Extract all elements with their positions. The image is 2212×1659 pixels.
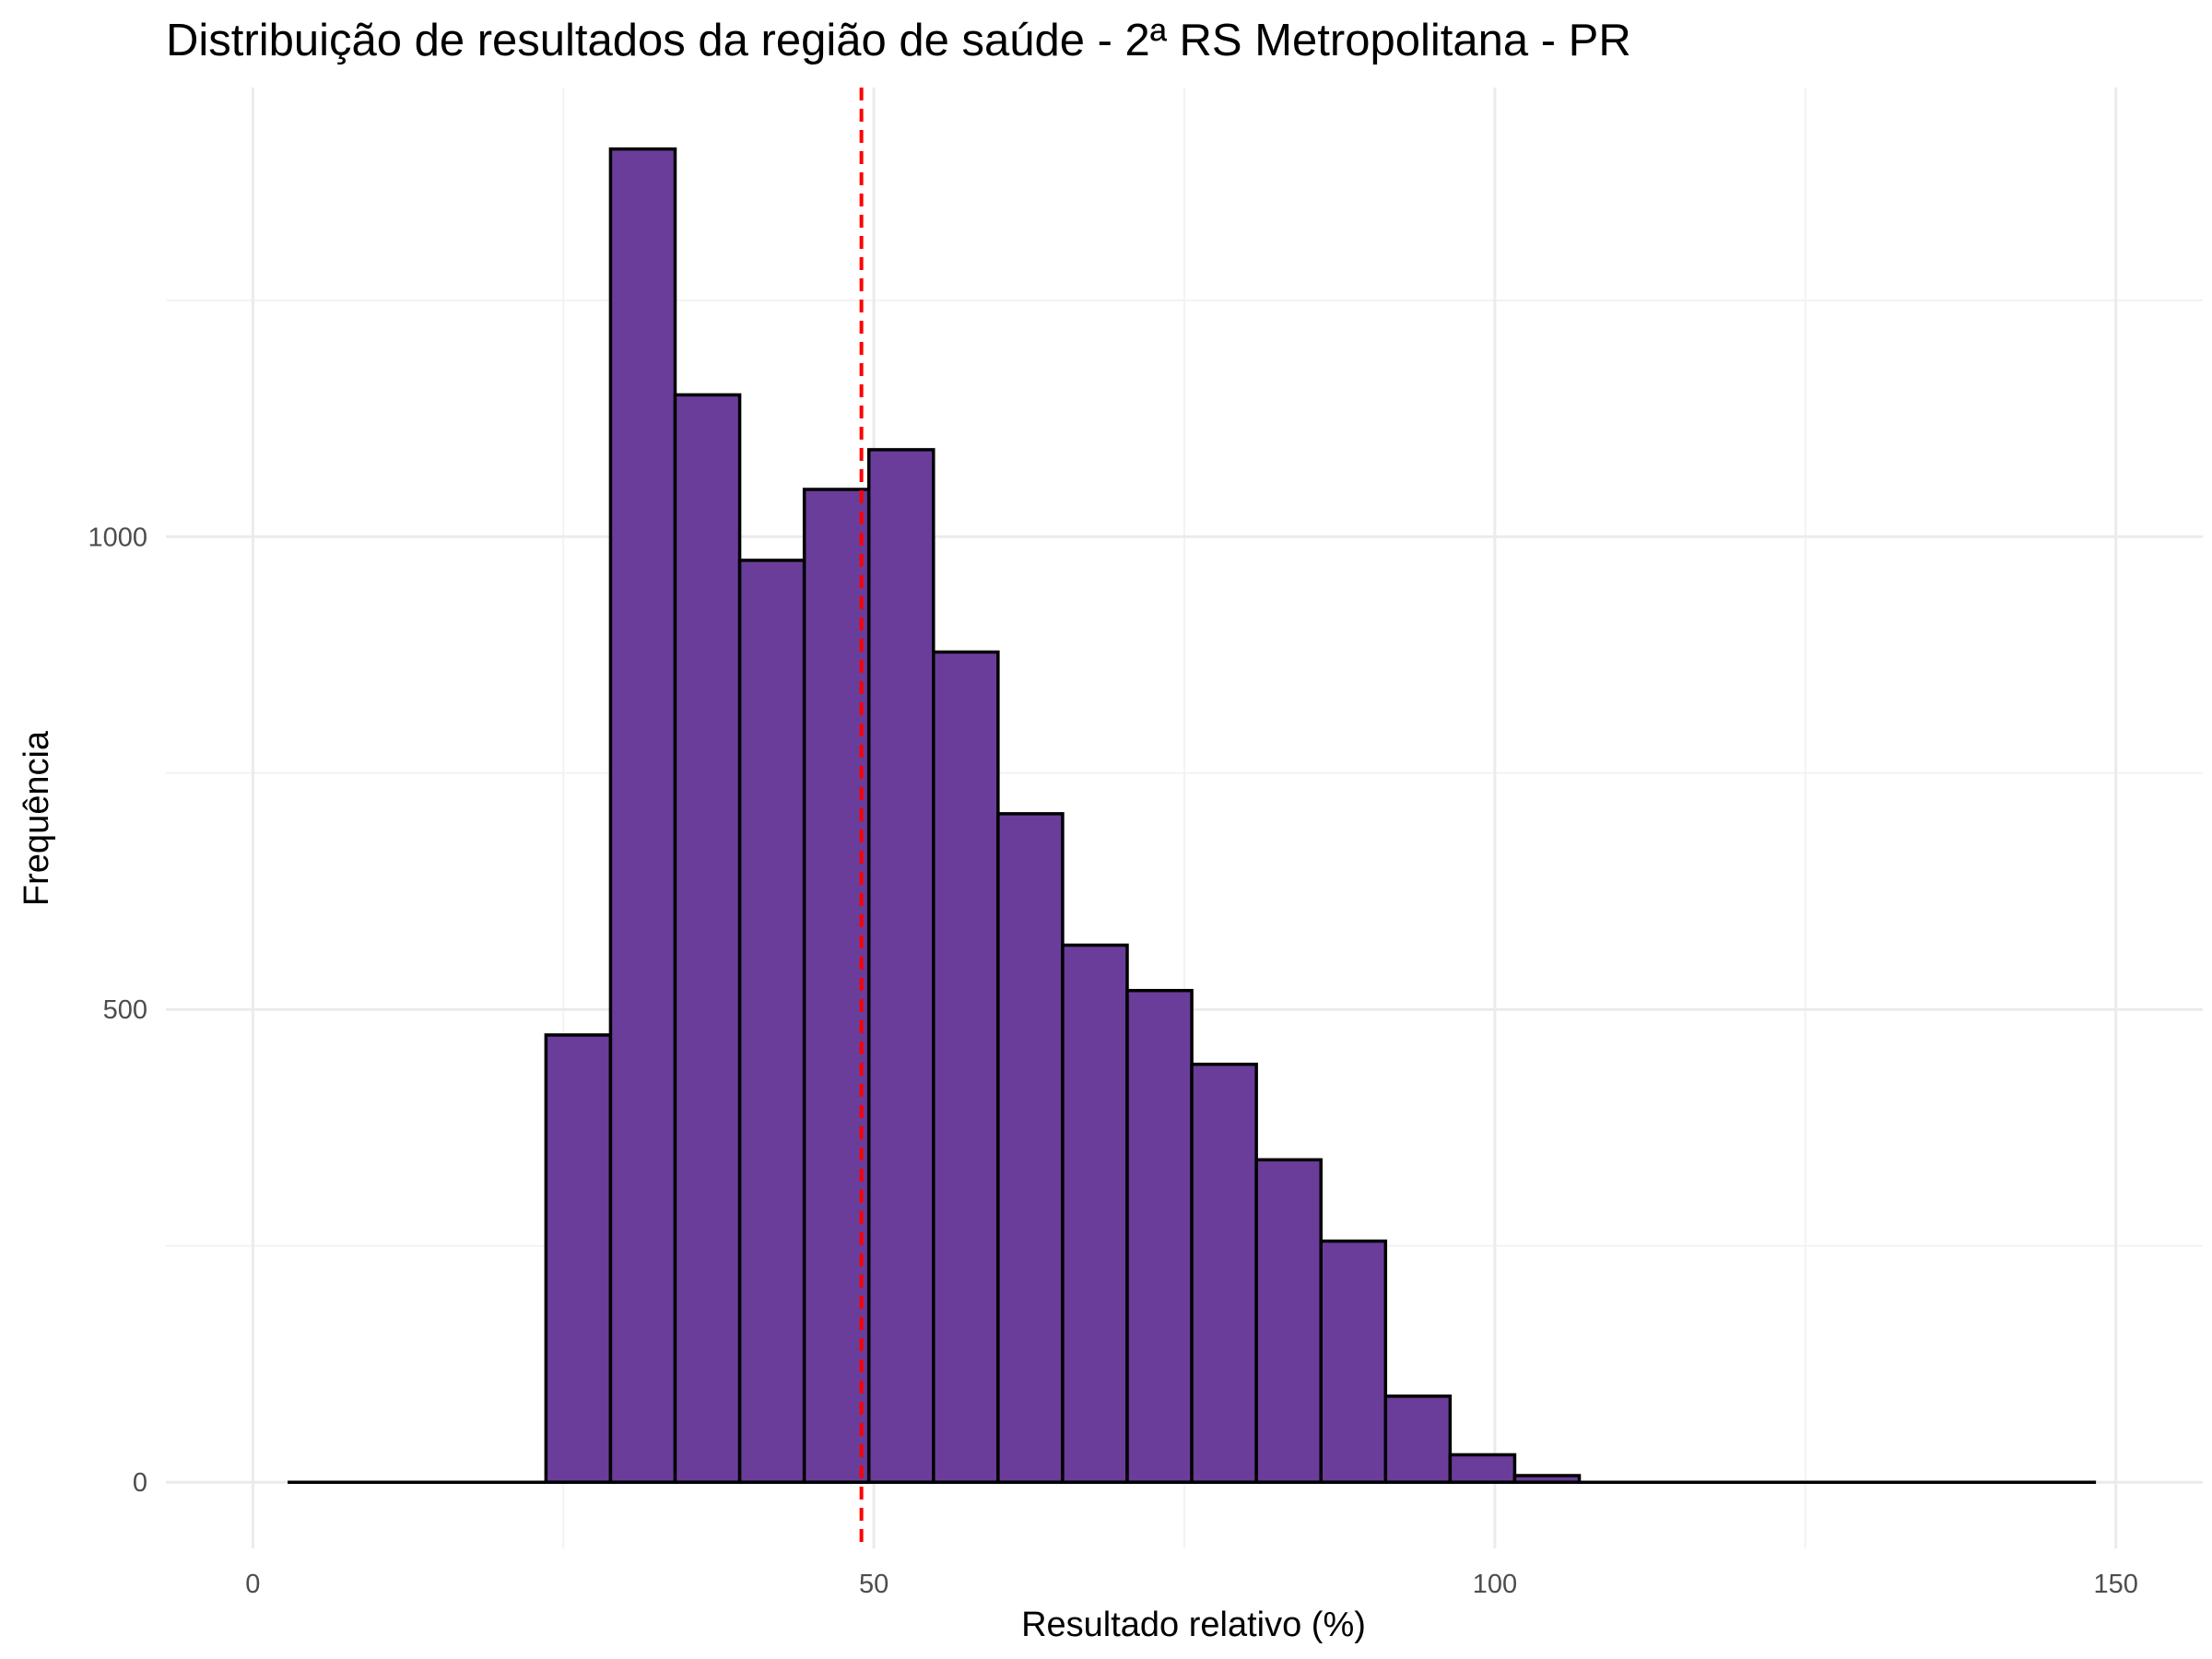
histogram-bar [608, 147, 677, 1484]
histogram-bar [866, 448, 935, 1484]
histogram-bar [1125, 988, 1194, 1484]
bars-layer [288, 147, 2097, 1484]
histogram-bar [932, 650, 1000, 1484]
histogram-bar [1061, 943, 1129, 1484]
histogram-bar [1383, 1394, 1453, 1484]
y-tick-label: 0 [133, 1468, 147, 1498]
y-axis-label: Frequência [18, 730, 56, 906]
x-tick-label: 0 [245, 1570, 260, 1599]
histogram-bar [1190, 1062, 1258, 1484]
histogram-bar [737, 559, 806, 1484]
histogram-bar [1254, 1158, 1323, 1484]
histogram-bar [802, 488, 871, 1484]
x-axis-label: Resultado relativo (%) [1021, 1606, 1366, 1644]
x-tick-label: 150 [2093, 1570, 2137, 1599]
y-tick-label: 500 [103, 995, 147, 1025]
chart-title: Distribuição de resultados da região de … [166, 16, 1631, 65]
y-tick-label: 1000 [88, 523, 147, 552]
histogram-bar [1448, 1453, 1517, 1484]
x-tick-label: 50 [859, 1570, 888, 1599]
histogram-bar [1319, 1239, 1388, 1484]
histogram-bar [996, 812, 1065, 1484]
histogram-bar [544, 1033, 613, 1484]
ticks-layer: 0 50 100 150 0 500 1000 [88, 523, 2137, 1599]
histogram-bar [673, 393, 742, 1484]
x-tick-label: 100 [1473, 1570, 1517, 1599]
